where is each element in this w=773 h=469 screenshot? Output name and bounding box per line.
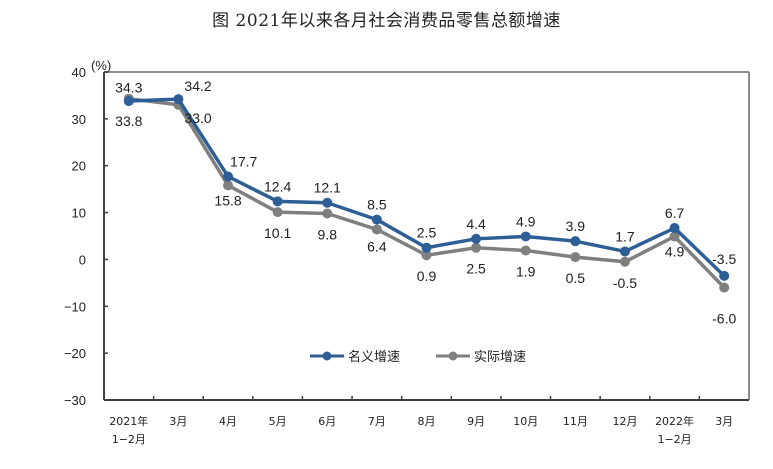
data-point-nominal <box>421 242 432 253</box>
legend-swatch-marker-nominal <box>322 351 332 361</box>
x-tick-label: 1−2月 <box>112 433 146 446</box>
data-point-nominal <box>371 214 382 225</box>
data-label-real: 6.4 <box>367 238 387 254</box>
data-label-nominal: 1.7 <box>615 228 635 244</box>
data-label-real: 0.9 <box>417 268 437 284</box>
data-label-real: 9.8 <box>318 227 338 243</box>
x-tick-label: 6月 <box>318 415 336 428</box>
y-tick-label: −10 <box>64 299 86 314</box>
data-labels: 33.8 34.2 17.7 12.4 12.1 8.5 2.5 4.4 4.9 3.9 1.7 6.… <box>115 78 736 326</box>
data-point-nominal <box>173 94 184 105</box>
data-point-nominal <box>322 197 333 208</box>
data-label-nominal: 4.4 <box>466 216 486 232</box>
x-tick-label: 1−2月 <box>657 433 691 446</box>
data-point-real <box>322 208 333 219</box>
legend-swatch-marker-real <box>448 351 458 361</box>
data-point-nominal <box>719 270 730 281</box>
data-point-nominal <box>123 96 134 107</box>
data-label-real: 0.5 <box>566 270 586 286</box>
series-lines <box>123 93 730 293</box>
data-point-nominal <box>223 171 234 182</box>
data-label-real: 4.9 <box>665 243 685 259</box>
data-label-nominal: 34.2 <box>184 78 211 94</box>
data-point-nominal <box>619 246 630 257</box>
data-point-nominal <box>471 233 482 244</box>
x-tick-label: 8月 <box>418 415 436 428</box>
data-label-real: 15.8 <box>214 192 241 208</box>
data-label-real: -6.0 <box>712 311 736 327</box>
data-label-real: 2.5 <box>466 261 486 277</box>
data-label-real: 33.0 <box>184 110 211 126</box>
data-label-nominal: 17.7 <box>230 153 257 169</box>
data-label-real: 10.1 <box>264 225 291 241</box>
data-point-real <box>669 231 680 242</box>
y-tick-label: 10 <box>72 206 86 221</box>
y-tick-label: −20 <box>64 346 86 361</box>
data-label-nominal: 4.9 <box>516 213 536 229</box>
chart-title: 图 2021年以来各月社会消费品零售总额增速 <box>212 11 561 31</box>
x-tick-label: 3月 <box>169 415 187 428</box>
x-tick-label: 12月 <box>612 415 637 428</box>
y-tick-label: 40 <box>72 65 86 80</box>
x-tick-label: 10月 <box>513 415 538 428</box>
data-label-real: 34.3 <box>115 80 142 96</box>
data-point-real <box>570 252 581 263</box>
y-tick-label: 20 <box>72 159 86 174</box>
data-label-nominal: 8.5 <box>367 197 387 213</box>
axes: 40 30 20 10 0 −10 −20 −30 (%) 2021年 1−2月 3月 4月 5月 6月 7月… <box>64 58 750 446</box>
x-tick-label: 7月 <box>368 415 386 428</box>
data-point-nominal <box>669 223 680 234</box>
y-axis-unit-label: (%) <box>91 58 111 73</box>
data-point-nominal <box>570 236 581 247</box>
data-label-nominal: 6.7 <box>665 205 685 221</box>
data-label-real: -0.5 <box>613 275 637 291</box>
data-label-nominal: -3.5 <box>712 251 736 267</box>
data-point-real <box>421 250 432 261</box>
x-tick-label: 11月 <box>563 415 588 428</box>
x-tick-label: 5月 <box>269 415 287 428</box>
y-tick-label: 0 <box>79 252 86 267</box>
data-point-real <box>371 224 382 235</box>
data-label-nominal: 3.9 <box>566 218 586 234</box>
y-tick-label: 30 <box>72 112 86 127</box>
data-point-real <box>719 282 730 293</box>
data-label-nominal: 12.4 <box>264 178 291 194</box>
data-label-nominal: 2.5 <box>417 225 437 241</box>
data-point-real <box>223 180 234 191</box>
x-tick-label: 2022年 <box>655 414 694 428</box>
legend: 名义增速 实际增速 <box>310 349 526 365</box>
data-label-real: 1.9 <box>516 264 536 280</box>
data-point-real <box>619 256 630 267</box>
x-tick-label: 4月 <box>219 415 237 428</box>
x-tick-label: 9月 <box>467 415 485 428</box>
x-tick-label: 3月 <box>715 415 733 428</box>
legend-label-nominal: 名义增速 <box>348 349 400 365</box>
data-point-real <box>471 242 482 253</box>
data-label-nominal: 33.8 <box>115 113 142 129</box>
y-tick-label: −30 <box>64 393 86 408</box>
data-point-nominal <box>272 196 283 207</box>
x-tick-label: 2021年 <box>109 414 148 428</box>
data-point-real <box>272 207 283 218</box>
legend-label-real: 实际增速 <box>474 350 526 365</box>
data-point-real <box>520 245 531 256</box>
data-label-nominal: 12.1 <box>314 180 341 196</box>
data-point-nominal <box>520 231 531 242</box>
